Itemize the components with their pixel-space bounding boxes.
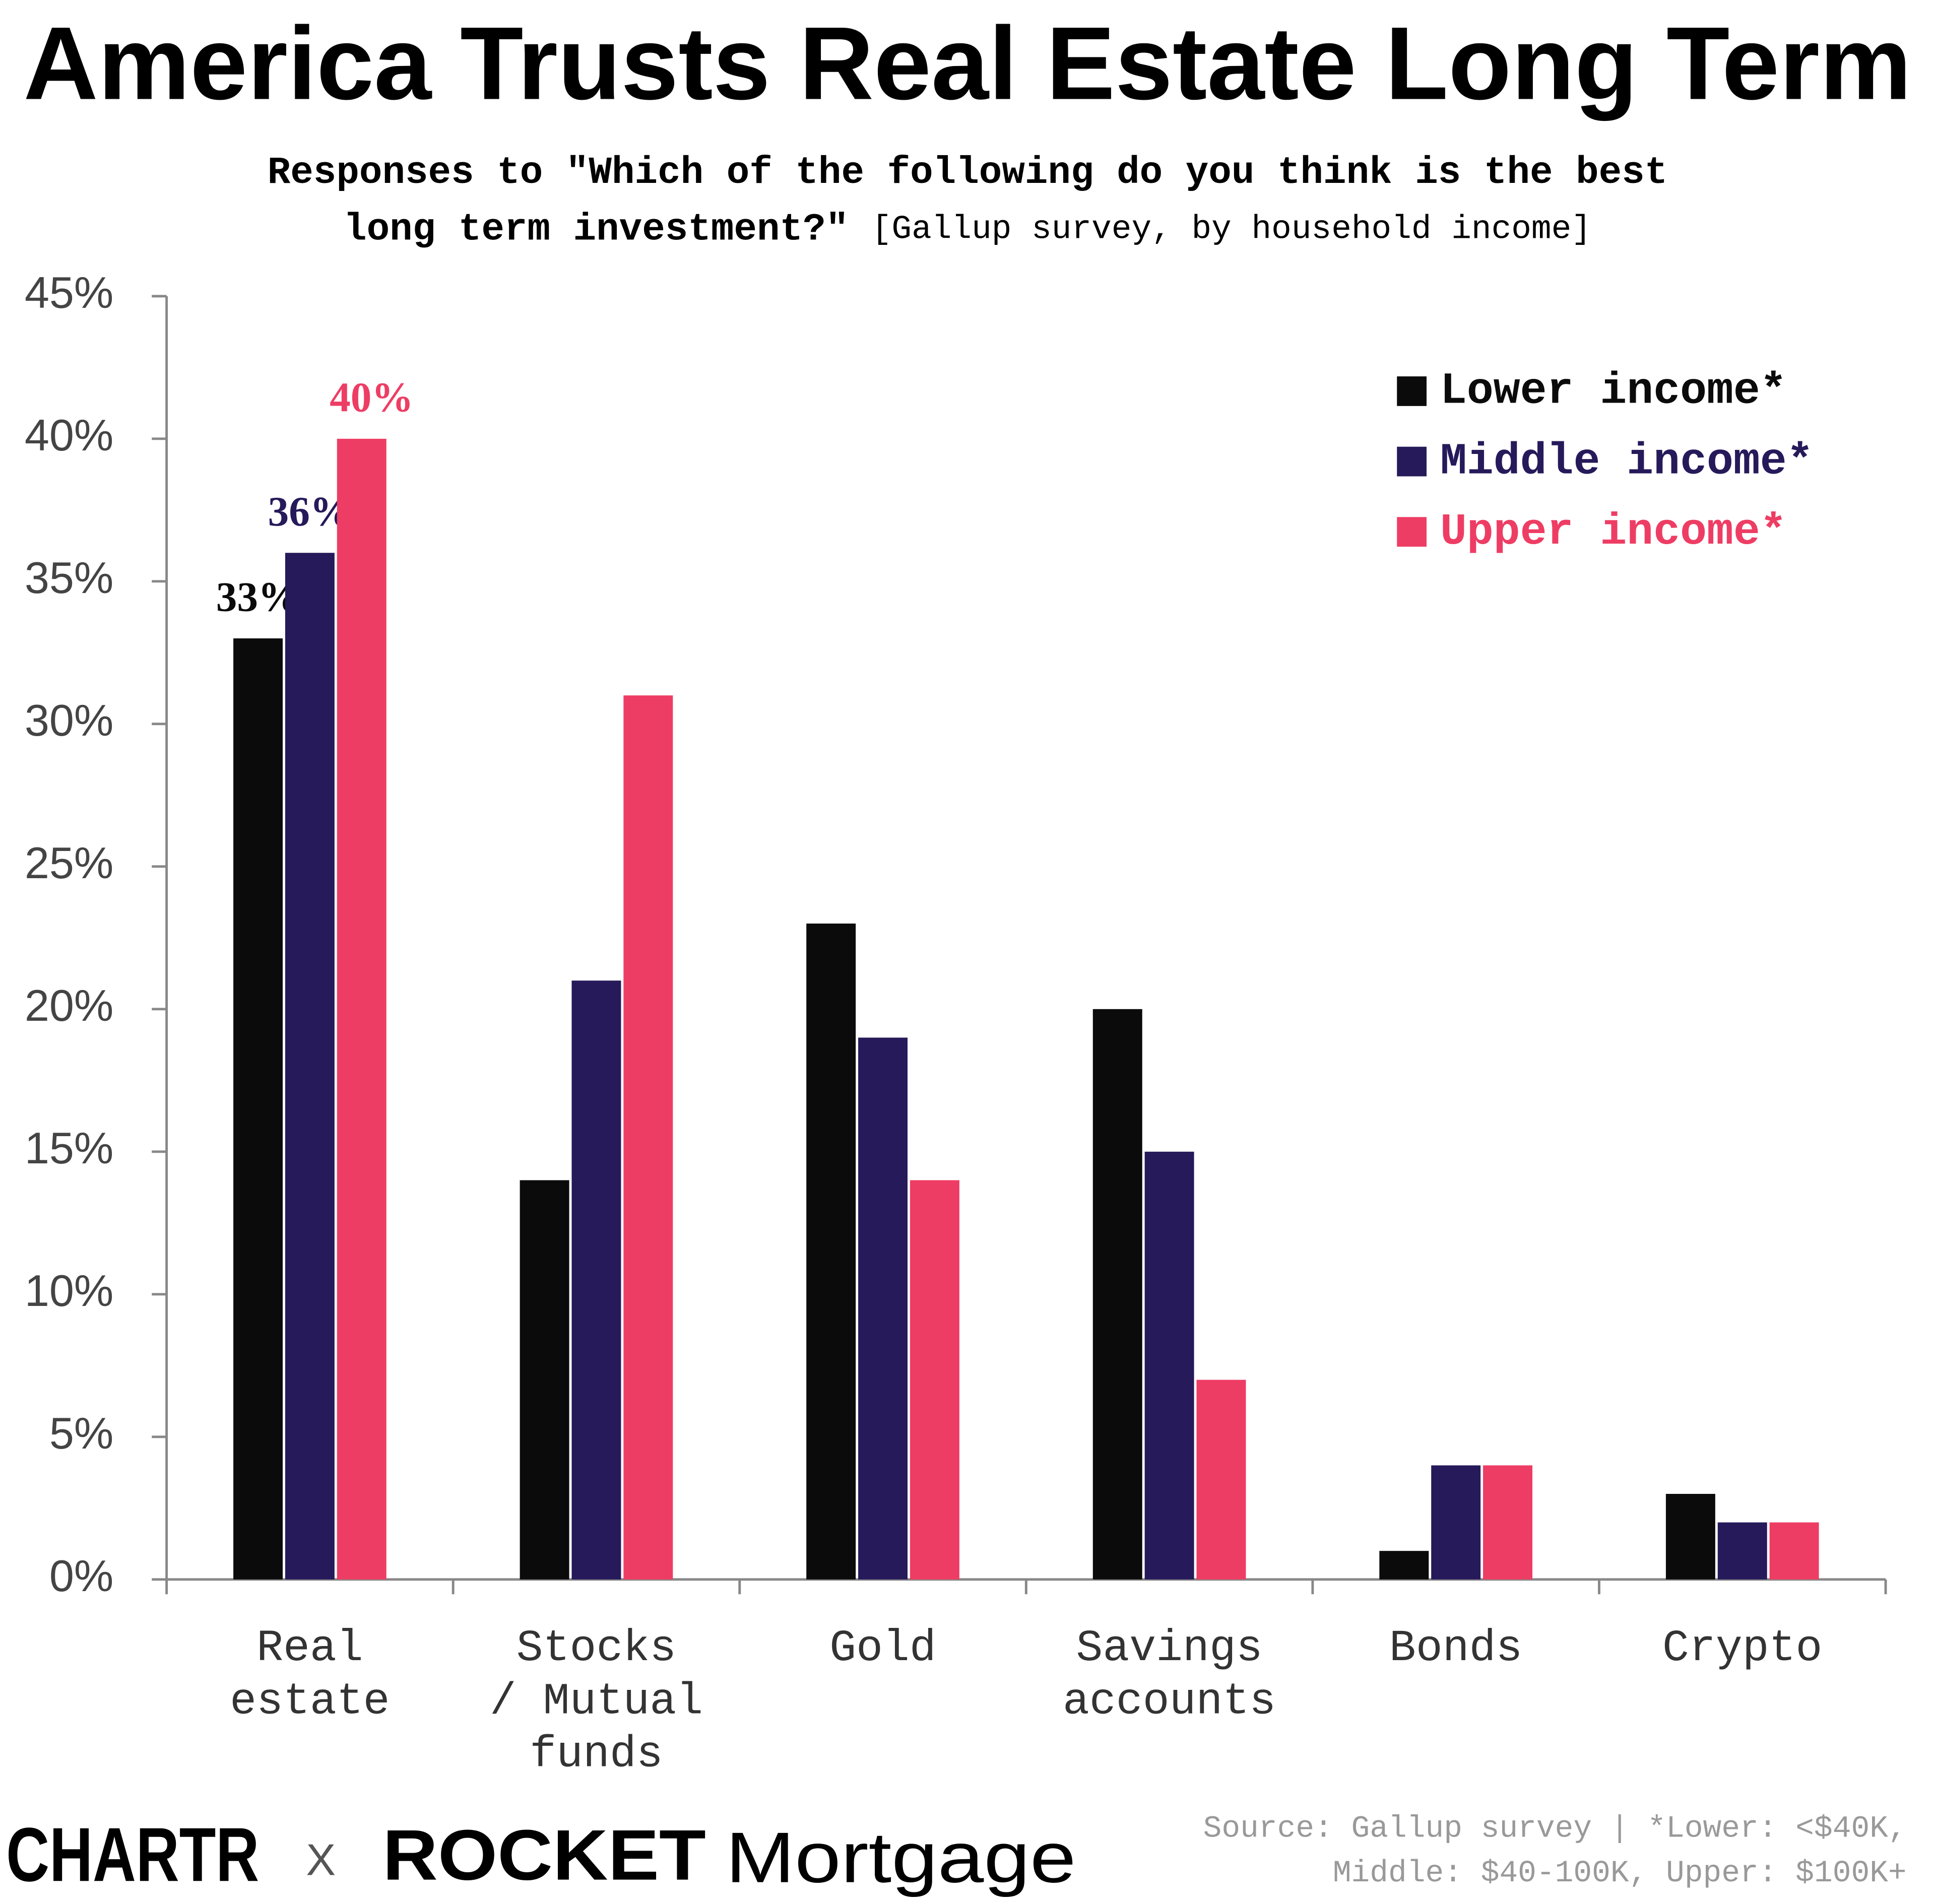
bar <box>1717 1522 1767 1580</box>
y-tick-label: 0% <box>49 1551 113 1601</box>
x-tick-label: Gold <box>829 1624 936 1674</box>
bar <box>806 924 856 1580</box>
bar <box>1196 1380 1246 1580</box>
bar <box>910 1180 959 1580</box>
bar <box>1769 1522 1819 1580</box>
y-tick-label: 20% <box>25 980 113 1030</box>
value-label: 40% <box>330 375 413 421</box>
brand-logo: CHARTR <box>6 1812 259 1897</box>
legend-swatch <box>1397 376 1427 406</box>
bar <box>285 553 335 1580</box>
x-tick-label: Real estate <box>230 1624 390 1727</box>
bar <box>858 1037 908 1580</box>
y-tick-label: 25% <box>25 838 113 888</box>
source: Middle: $40-100K, Upper: $100K+ <box>1333 1856 1907 1891</box>
bar <box>520 1180 569 1580</box>
bar <box>233 638 283 1580</box>
y-tick-label: 15% <box>25 1123 113 1173</box>
brand-separator: X <box>306 1834 336 1884</box>
legend-label: Lower income* <box>1440 367 1787 417</box>
legend-swatch <box>1397 517 1427 547</box>
legend-label: Middle income* <box>1440 437 1814 487</box>
x-tick-label: Stocks / Mutual funds <box>490 1624 703 1780</box>
x-tick-label: Crypto <box>1662 1624 1822 1674</box>
source: Source: Gallup survey | *Lower: <$40K, <box>1203 1812 1907 1847</box>
legend-label: Upper income* <box>1440 507 1787 557</box>
y-tick-label: 35% <box>25 553 113 603</box>
brand-logo: ROCKET <box>382 1815 706 1895</box>
y-tick-label: 30% <box>25 695 113 745</box>
bar <box>1665 1494 1715 1580</box>
brand-logo: Mortgage <box>726 1818 1076 1898</box>
x-tick-label: Bonds <box>1389 1624 1523 1674</box>
bar <box>571 980 621 1580</box>
bar <box>1092 1009 1142 1580</box>
bar <box>1144 1151 1194 1580</box>
chart-subtitle: Responses to "Which of the following do … <box>268 151 1668 251</box>
y-tick-label: 45% <box>25 268 113 317</box>
bar <box>337 438 386 1580</box>
bar <box>1483 1465 1533 1580</box>
x-tick-label: Savings accounts <box>1063 1624 1276 1727</box>
y-tick-label: 5% <box>49 1408 113 1458</box>
y-tick-label: 40% <box>25 410 113 460</box>
chart-title: America Trusts Real Estate Long Term <box>24 5 1912 121</box>
y-tick-label: 10% <box>25 1266 113 1316</box>
legend-swatch <box>1397 446 1427 477</box>
bar <box>1379 1551 1429 1580</box>
bar <box>1431 1465 1481 1580</box>
bar <box>623 695 673 1580</box>
